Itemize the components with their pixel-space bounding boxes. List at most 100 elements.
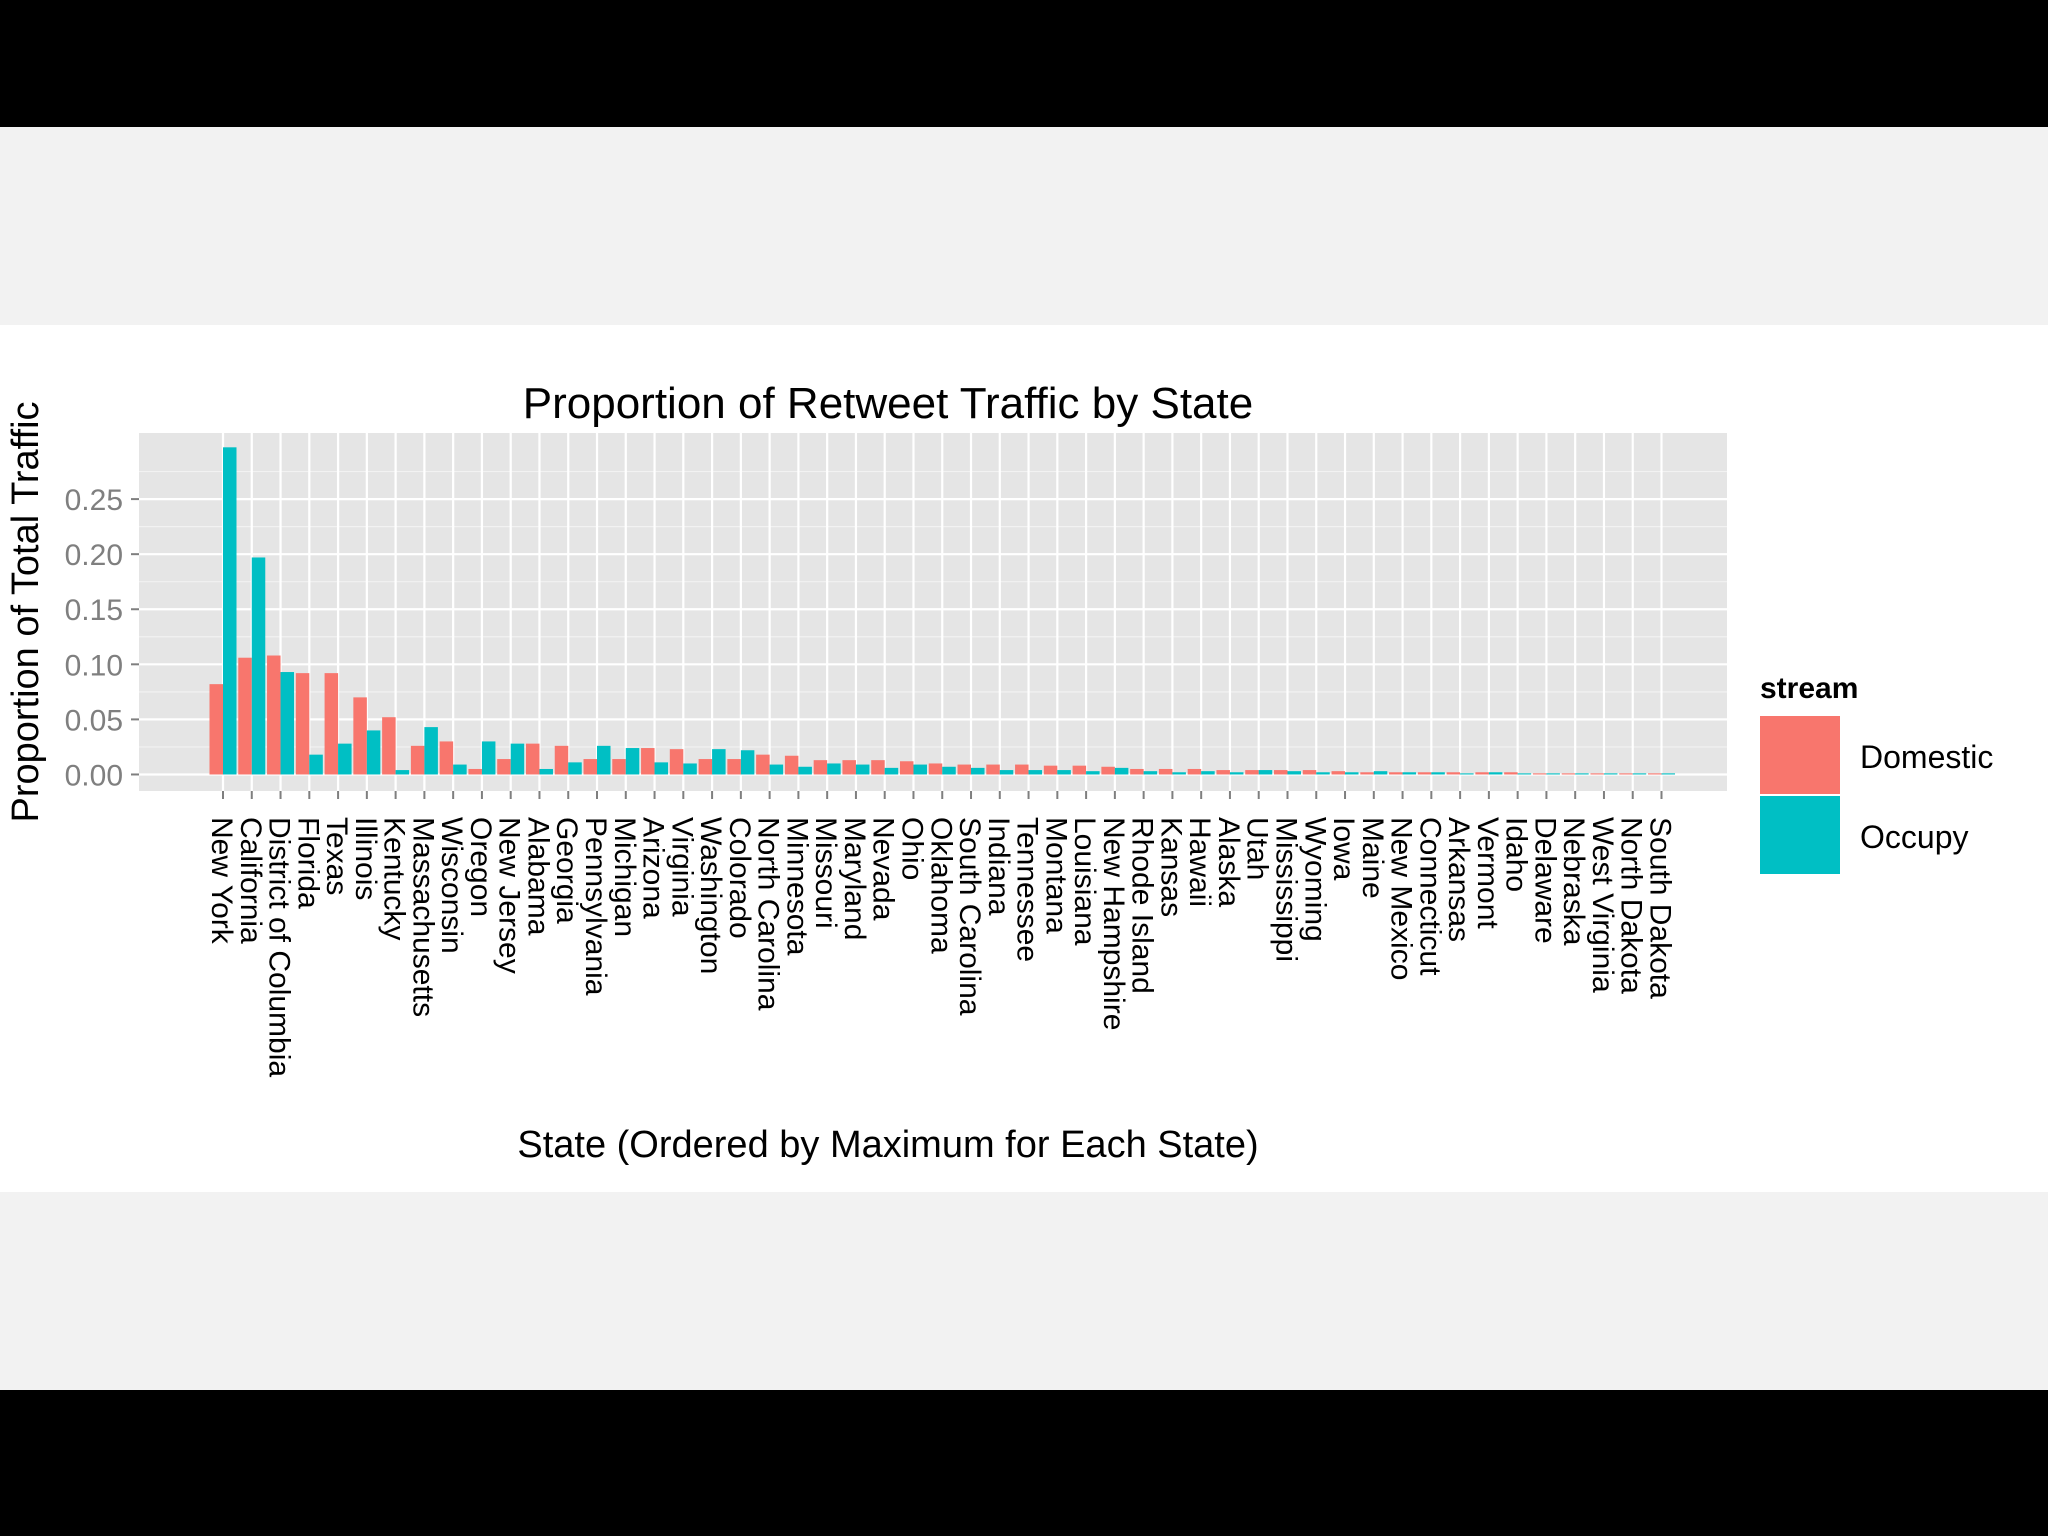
x-tick-label: Nevada: [867, 817, 900, 921]
bar-domestic: [382, 717, 396, 775]
x-tick-label: South Dakota: [1644, 817, 1677, 999]
bar-occupy: [1287, 771, 1301, 775]
bar-occupy: [1201, 771, 1215, 775]
bar-domestic: [1273, 770, 1288, 775]
y-tick-label: 0.25: [65, 484, 123, 517]
bar-occupy: [827, 763, 841, 775]
x-tick-label: Kentucky: [378, 817, 411, 940]
bar-occupy: [510, 743, 525, 775]
x-tick-label: West Virginia: [1586, 817, 1619, 993]
bar-occupy: [1258, 770, 1273, 775]
bar-domestic: [1389, 772, 1403, 775]
x-tick-label: New Hampshire: [1097, 817, 1130, 1030]
bar-occupy: [1603, 773, 1618, 775]
bar-domestic: [669, 749, 684, 775]
x-tick-label: California: [234, 817, 267, 944]
x-tick-label: Idaho: [1500, 817, 1533, 892]
bar-occupy: [1028, 770, 1043, 775]
bar-occupy: [424, 727, 438, 775]
legend-label-occupy: Occupy: [1860, 819, 1968, 855]
bar-occupy: [395, 770, 410, 775]
bar-domestic: [1302, 770, 1317, 775]
bar-occupy: [1316, 772, 1330, 775]
x-tick-label: Oregon: [464, 817, 497, 917]
bar-domestic: [1331, 771, 1346, 775]
bar-domestic: [1072, 765, 1087, 775]
x-tick-label: Wisconsin: [435, 817, 468, 954]
bar-occupy: [1632, 773, 1647, 775]
bar-domestic: [353, 697, 367, 775]
bar-domestic: [612, 759, 626, 775]
bar-domestic: [1360, 772, 1374, 775]
bar-occupy: [913, 764, 927, 775]
bar-domestic: [1561, 773, 1576, 775]
x-tick-label: Colorado: [723, 817, 756, 939]
bar-occupy: [1402, 772, 1417, 775]
bar-domestic: [295, 673, 310, 775]
bar-domestic: [1590, 773, 1604, 775]
bar-domestic: [1187, 768, 1202, 775]
bar-domestic: [871, 760, 885, 775]
bar-domestic: [698, 759, 713, 775]
bar-occupy: [798, 766, 812, 775]
bar-occupy: [1460, 773, 1474, 775]
y-axis-title: Proportion of Total Traffic: [5, 401, 47, 822]
bar-domestic: [410, 745, 425, 775]
bar-occupy: [712, 749, 726, 775]
bar-domestic: [641, 748, 655, 775]
bar-domestic: [1504, 772, 1518, 775]
bar-domestic: [1619, 773, 1633, 775]
bar-domestic: [756, 754, 770, 775]
bar-domestic: [525, 743, 540, 775]
x-tick-label: New York: [205, 817, 238, 945]
bar-occupy: [338, 743, 352, 775]
bar-occupy: [942, 766, 956, 775]
x-tick-label: Hawaii: [1183, 817, 1216, 907]
y-tick-label: 0.10: [65, 649, 123, 682]
x-tick-label: Virginia: [665, 817, 698, 917]
x-tick-label: Kansas: [1154, 817, 1187, 917]
bar-domestic: [1015, 764, 1029, 775]
bar-occupy: [568, 762, 582, 775]
bar-occupy: [1373, 771, 1388, 775]
legend-key-occupy: [1760, 796, 1840, 874]
bar-domestic: [497, 759, 511, 775]
chart-title: Proportion of Retweet Traffic by State: [523, 379, 1253, 428]
bar-domestic: [583, 759, 598, 775]
bar-occupy: [1114, 767, 1129, 775]
bar-occupy: [366, 730, 381, 775]
x-tick-label: Oklahoma: [924, 817, 957, 954]
bar-domestic: [1101, 766, 1115, 775]
bar-domestic: [727, 759, 741, 775]
bar-domestic: [957, 764, 972, 775]
y-tick-label: 0.20: [65, 539, 123, 572]
bar-domestic: [1158, 768, 1173, 775]
x-tick-label: South Carolina: [953, 817, 986, 1016]
bar-occupy: [1488, 772, 1503, 775]
bar-occupy: [654, 762, 669, 775]
bar-occupy: [1057, 770, 1071, 775]
x-tick-label: Vermont: [1471, 817, 1504, 929]
bar-domestic: [209, 684, 223, 775]
bar-domestic: [784, 755, 799, 775]
bar-occupy: [625, 748, 640, 775]
legend-key-domestic: [1760, 716, 1840, 794]
bar-occupy: [683, 763, 697, 775]
bar-occupy: [481, 741, 496, 775]
bar-domestic: [813, 760, 828, 775]
bar-domestic: [1043, 765, 1058, 775]
bar-occupy: [769, 764, 784, 775]
legend: stream Domestic Occupy: [1760, 672, 1993, 874]
x-tick-label: Illinois: [349, 817, 382, 900]
y-tick-label: 0.05: [65, 704, 123, 737]
bar-domestic: [468, 768, 482, 775]
bar-occupy: [740, 750, 755, 775]
bar-occupy: [1517, 773, 1532, 775]
x-tick-label: North Carolina: [752, 817, 785, 1011]
bar-domestic: [928, 763, 943, 775]
x-tick-label: New Mexico: [1385, 817, 1418, 980]
bar-occupy: [539, 768, 553, 775]
bar-domestic: [899, 761, 914, 775]
x-tick-label: Massachusetts: [406, 817, 439, 1017]
